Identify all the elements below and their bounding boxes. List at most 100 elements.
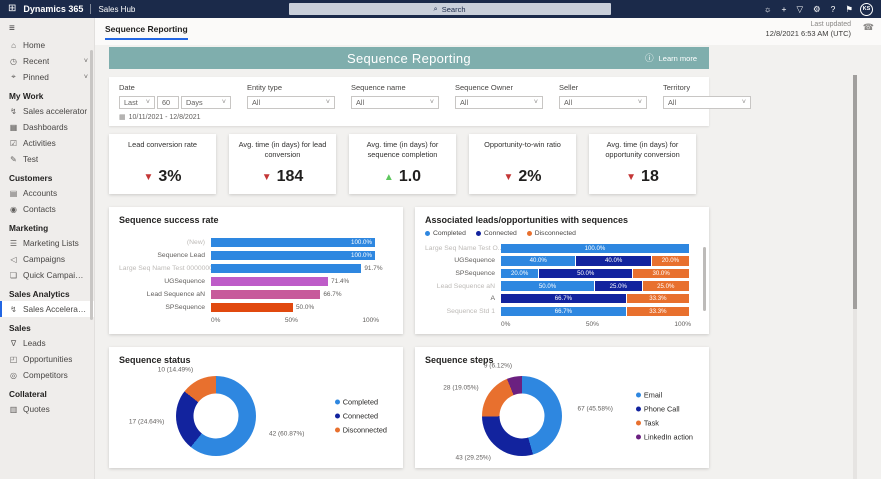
legend-item-task[interactable]: Task <box>636 418 693 427</box>
avatar[interactable]: KS <box>860 3 873 16</box>
segment-completed[interactable]: 40.0% <box>501 256 575 266</box>
sidebar-item-quick-campaigns[interactable]: ❏Quick Campaigns <box>0 267 94 283</box>
segment-connected[interactable]: 25.0% <box>595 281 642 291</box>
sidebar-scrollbar[interactable] <box>90 50 93 320</box>
sidebar-item-label: Quotes <box>23 404 50 414</box>
waffle-icon[interactable]: ⊞ <box>8 4 16 14</box>
settings-icon[interactable]: ⚙ <box>813 4 821 15</box>
kpi-card-opportunity-to-win-ratio[interactable]: Opportunity-to-win ratio▼2% <box>469 134 576 194</box>
legend-item-connected[interactable]: Connected <box>335 411 387 420</box>
segment-connected[interactable]: 66.7% <box>501 294 626 304</box>
feedback-icon[interactable]: ⚑ <box>845 4 853 15</box>
kpi-value: ▼2% <box>503 168 541 186</box>
filter-select-sequence-owner[interactable]: All˅ <box>455 96 543 109</box>
bar[interactable] <box>211 277 328 286</box>
chevron-down-icon: ˅ <box>326 99 330 106</box>
kpi-number: 2% <box>518 168 541 186</box>
legend-item-completed[interactable]: Completed <box>425 230 466 237</box>
segment-completed[interactable]: 20.0% <box>501 269 538 279</box>
date-range[interactable]: ▦10/11/2021 - 12/8/2021 <box>119 113 231 121</box>
kpi-card-avg-time-in-days-for-lead-conversion[interactable]: Avg. time (in days) for lead conversion▼… <box>229 134 336 194</box>
chart-title: Associated leads/opportunities with sequ… <box>425 215 699 225</box>
lightbulb-icon[interactable]: ☼ <box>764 4 772 14</box>
stacked-bar-row: UGSequence40.0%40.0%20.0% <box>425 255 699 268</box>
sidebar-section-header-sales: Sales <box>0 317 94 335</box>
segment-disconnected[interactable]: 33.3% <box>627 294 689 304</box>
donut-callout: 10 (14.49%) <box>158 366 193 373</box>
date-unit-select[interactable]: Last˅ <box>119 96 155 109</box>
value-label: 71.4% <box>331 278 349 285</box>
kpi-card-lead-conversion-rate[interactable]: Lead conversion rate▼3% <box>109 134 216 194</box>
report-area: Sequence Reporting ⓘ Learn more DateLast… <box>109 47 709 468</box>
date-number-input[interactable]: 60 <box>157 96 179 109</box>
sidebar-item-sales-accelerator[interactable]: ↯Sales accelerator <box>0 103 94 119</box>
sidebar-item-home[interactable]: ⌂Home <box>0 37 94 53</box>
segment-completed[interactable]: 66.7% <box>501 307 626 317</box>
bar[interactable] <box>211 290 320 299</box>
sidebar-item-campaigns[interactable]: ◁Campaigns <box>0 251 94 267</box>
chart-sequence-status: Sequence status 42 (60.87%)17 (24.64%)10… <box>109 347 403 468</box>
legend-item-disconnected[interactable]: Disconnected <box>335 425 387 434</box>
chevron-down-icon[interactable]: ˅ <box>84 58 88 65</box>
donut-chart[interactable] <box>482 376 562 456</box>
sidebar-item-opportunities[interactable]: ◰Opportunities <box>0 351 94 367</box>
chart-sequence-steps: Sequence steps 67 (45.58%)43 (29.25%)28 … <box>415 347 709 468</box>
sidebar-item-sales-acceleration[interactable]: ↯Sales Acceleration... <box>0 301 94 317</box>
tab-sequence-reporting[interactable]: Sequence Reporting <box>105 24 188 40</box>
chart-scrollbar[interactable] <box>703 247 706 311</box>
filter-select-sequence-name[interactable]: All˅ <box>351 96 439 109</box>
segment-disconnected[interactable]: 33.3% <box>627 307 689 317</box>
kpi-card-avg-time-in-days-for-sequence-completion[interactable]: Avg. time (in days) for sequence complet… <box>349 134 456 194</box>
filter-entity-type: Entity typeAll˅ <box>247 83 335 121</box>
sidebar-item-recent[interactable]: ◷Recent˅ <box>0 53 94 69</box>
add-icon[interactable]: + <box>782 4 787 14</box>
sidebar-item-pinned[interactable]: ⌖Pinned˅ <box>0 69 94 85</box>
filter-select-seller[interactable]: All˅ <box>559 96 647 109</box>
report-title: Sequence Reporting <box>109 51 709 66</box>
sidebar-item-activities[interactable]: ☑Activities <box>0 135 94 151</box>
sidebar-item-dashboards[interactable]: ▦Dashboards <box>0 119 94 135</box>
segment-connected[interactable]: 50.0% <box>539 269 632 279</box>
phone-icon[interactable]: ☎ <box>863 22 874 33</box>
legend-item-phone-call[interactable]: Phone Call <box>636 404 693 413</box>
filter-select-entity-type[interactable]: All˅ <box>247 96 335 109</box>
sidebar-item-competitors[interactable]: ◎Competitors <box>0 367 94 383</box>
chart-associated-leads: Associated leads/opportunities with sequ… <box>415 207 709 334</box>
sidebar-item-leads[interactable]: ∇Leads <box>0 335 94 351</box>
hamburger-menu-icon[interactable]: ≡ <box>0 18 94 37</box>
legend-item-disconnected[interactable]: Disconnected <box>527 230 576 237</box>
filter-icon[interactable]: ▽ <box>796 4 803 15</box>
sidebar-item-contacts[interactable]: ◉Contacts <box>0 201 94 217</box>
page-scrollbar[interactable] <box>853 75 857 479</box>
date-unit-select[interactable]: Days˅ <box>181 96 231 109</box>
segment-completed[interactable]: 50.0% <box>501 281 594 291</box>
app-name[interactable]: Sales Hub <box>98 5 135 14</box>
help-icon[interactable]: ? <box>831 4 836 14</box>
learn-more-link[interactable]: ⓘ Learn more <box>645 52 697 64</box>
kpi-card-avg-time-in-days-for-opportunity-conversion[interactable]: Avg. time (in days) for opportunity conv… <box>589 134 696 194</box>
sidebar-item-accounts[interactable]: ▤Accounts <box>0 185 94 201</box>
search-input[interactable]: ⌕ Search <box>289 3 611 15</box>
filter-select-territory[interactable]: All˅ <box>663 96 751 109</box>
segment-disconnected[interactable]: 20.0% <box>652 256 689 266</box>
legend-item-linkedin-action[interactable]: LinkedIn action <box>636 432 693 441</box>
legend-item-connected[interactable]: Connected <box>476 230 517 237</box>
kpi-number: 1.0 <box>399 168 421 186</box>
sidebar-item-label: Contacts <box>23 204 56 214</box>
segment-completed[interactable]: 100.0% <box>501 244 689 254</box>
page-scrollbar-thumb[interactable] <box>853 75 857 309</box>
donut-chart[interactable] <box>176 376 256 456</box>
sidebar-item-quotes[interactable]: ▥Quotes <box>0 401 94 417</box>
sidebar-item-test[interactable]: ✎Test <box>0 151 94 167</box>
legend-item-email[interactable]: Email <box>636 390 693 399</box>
bar[interactable] <box>211 303 293 312</box>
segment-disconnected[interactable]: 25.0% <box>643 281 690 291</box>
chevron-down-icon[interactable]: ˅ <box>84 74 88 81</box>
charts-row-1: Sequence success rate (New)100.0%Sequenc… <box>109 207 709 334</box>
segment-connected[interactable]: 40.0% <box>576 256 650 266</box>
legend-item-completed[interactable]: Completed <box>335 397 387 406</box>
sidebar-item-marketing-lists[interactable]: ☰Marketing Lists <box>0 235 94 251</box>
segment-disconnected[interactable]: 30.0% <box>633 269 689 279</box>
bar[interactable] <box>211 264 361 273</box>
filter-sequence-owner: Sequence OwnerAll˅ <box>455 83 543 121</box>
